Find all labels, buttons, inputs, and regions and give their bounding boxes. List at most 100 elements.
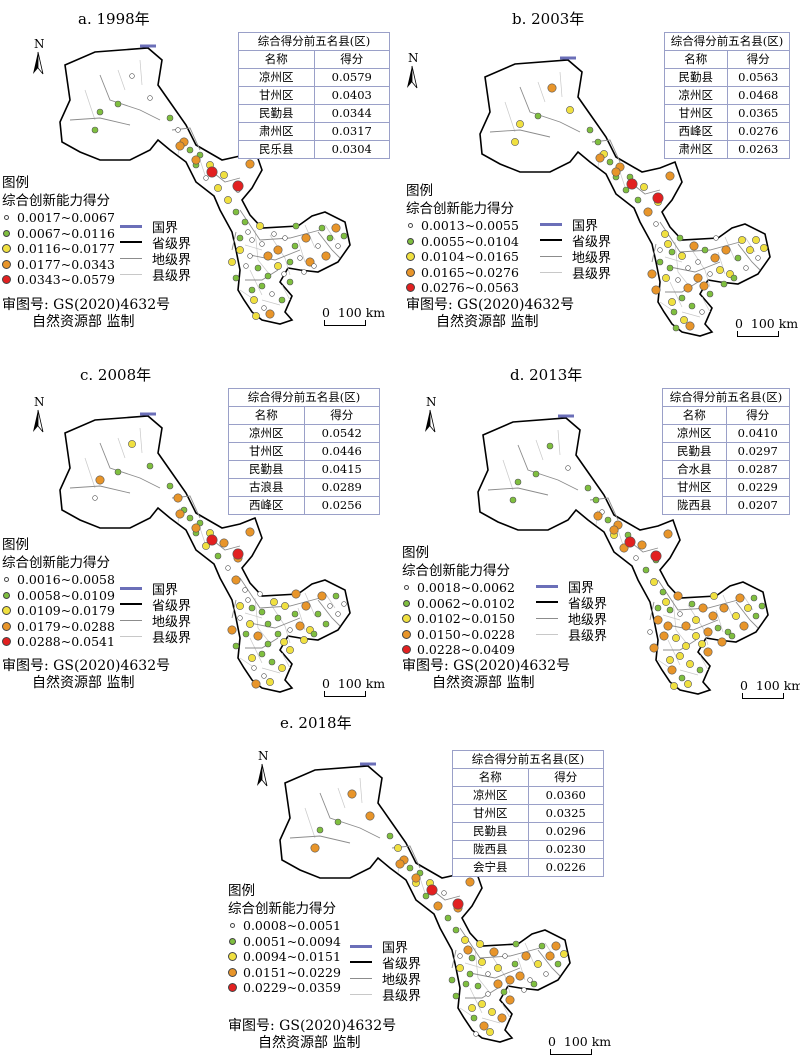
county-point [678,252,686,260]
north-label: N [34,395,45,409]
county-point-top [663,529,673,539]
county-point [647,269,657,279]
county-point [478,1000,486,1008]
county-point [653,221,659,227]
north-arrow-icon: N [33,37,45,75]
county-name: 古浪县 [229,479,305,496]
table-title: 综合得分前五名县(区) [670,34,784,48]
review-number: 审图号: GS(2020)4632号 [406,297,575,313]
table-header-name: 名称 [239,51,315,68]
table-row: 西峰区 0.0256 [229,496,379,514]
legend-circle-icon [3,229,10,237]
table-row: 甘州区 0.0446 [229,442,379,460]
review-number: 审图号: GS(2020)4632号 [2,297,171,313]
north-arrow-icon: N [257,749,269,787]
legend-range-label: 0.0102~0.0150 [417,611,515,627]
county-boundary [269,602,291,644]
boundary-legend-item: 县级界 [350,986,421,1004]
county-point [232,642,240,650]
county-name: 凉州区 [239,69,315,86]
legend-range-label: 0.0055~0.0104 [421,233,519,249]
boundary-line-icon [350,993,372,995]
county-point [703,627,713,637]
county-point [670,682,678,690]
county-point [264,620,272,628]
table-header-score: 得分 [340,52,364,66]
boundary-line-icon [350,961,372,963]
map-panel-d: d. 2013年 N 综合得分前五名县(区) 名称 得分 凉州区 0.0410 民勤县 0.02… [400,356,800,708]
county-point [300,636,308,644]
county-point [682,642,690,650]
county-name: 会宁县 [453,859,529,876]
legend-range-label: 0.0177~0.0343 [17,256,115,272]
county-score: 0.0415 [321,462,362,476]
legend-subtitle: 综合创新能力得分 [402,563,510,579]
legend-circle-icon [4,577,9,583]
county-point [241,218,249,226]
boundary-line-icon [120,603,142,605]
county-boundary [117,437,126,459]
county-point [752,612,760,620]
county-point [651,285,661,295]
boundary-line-icon [536,584,558,588]
prefecture-boundary [663,639,697,651]
legend-circle-icon [228,967,237,977]
boundary-legend-e: 国界 省级界 地级界 县级界 [350,938,421,1004]
county-point [291,610,299,618]
county-point [668,248,676,256]
table-title: 综合得分前五名县(区) [471,752,585,766]
county-point [242,587,248,593]
county-score: 0.0263 [738,142,779,156]
boundary-label: 国界 [152,582,179,598]
legend-item: 0.0229~0.0359 [228,980,341,996]
county-point-top [624,536,636,548]
county-point [512,940,520,948]
prefecture-boundary [245,637,279,649]
legend-item: 0.0104~0.0165 [406,249,519,265]
county-point-top [191,523,201,533]
county-point [663,621,673,631]
county-boundary [557,429,561,456]
county-point [227,625,237,635]
county-point [278,296,286,304]
boundary-label: 地级界 [568,612,608,628]
county-score: 0.0563 [738,70,779,84]
prefecture-boundary [735,601,759,629]
county-boundary [715,609,724,633]
boundary-legend-item: 地级界 [350,970,421,988]
county-point [666,264,674,272]
county-boundary [244,244,263,251]
county-point [271,231,277,237]
county-point [340,232,348,240]
boundary-label: 国界 [152,220,179,236]
county-point [668,298,676,306]
map-review-note-b: 审图号: GS(2020)4632号 自然资源部 监制 [406,297,574,331]
county-name: 合水县 [663,461,727,478]
boundary-legend-item: 县级界 [120,266,191,284]
legend-item: 0.0017~0.0067 [2,210,115,226]
table-header-row: 名称 得分 [229,406,379,424]
county-point [301,233,311,243]
county-point [287,627,293,633]
legend-range-label: 0.0109~0.0179 [17,603,115,619]
boundary-label: 县级界 [568,628,608,644]
legend-range-label: 0.0276~0.0563 [421,280,519,296]
county-point [662,598,670,606]
map-review-note-a: 审图号: GS(2020)4632号 自然资源部 监制 [2,297,170,331]
panel-title-b: b. 2003年 [512,10,585,28]
county-point [365,811,375,821]
county-point [232,208,240,216]
map-panel-e: e. 2018年 N 综合得分前五名县(区) 名称 得分 凉州区 0.0360 甘州区 0.03… [200,706,611,1058]
table-title: 综合得分前五名县(区) [247,390,361,404]
county-point [261,673,267,679]
county-point [538,942,546,950]
county-score: 0.0256 [321,498,362,512]
county-point [680,316,688,324]
table-row: 古浪县 0.0289 [229,478,379,496]
scale-bar-e: 0 100 km [548,1034,611,1055]
county-boundary [324,592,336,609]
county-point-top [595,153,605,163]
legend-range-label: 0.0008~0.0051 [243,918,341,934]
county-point [326,234,334,242]
county-point [341,601,347,607]
